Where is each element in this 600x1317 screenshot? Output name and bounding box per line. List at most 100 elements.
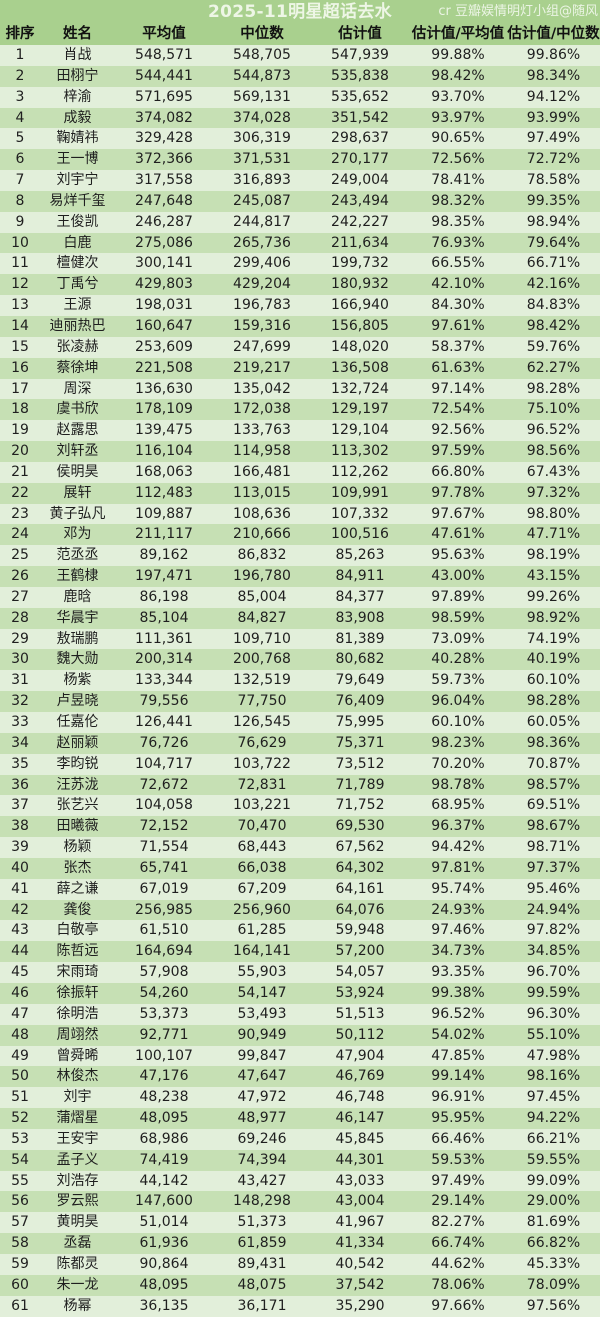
average-cell: 429,803 [135,276,193,293]
rank-cell: 61 [11,1297,29,1314]
name-cell: 白敬亭 [56,922,99,939]
average-cell: 36,135 [139,1297,189,1314]
median-cell: 306,319 [233,130,291,147]
estimate-cell: 180,932 [331,276,389,293]
rank-cell: 14 [11,317,29,334]
rank-cell: 24 [11,526,29,543]
table-row: 30 魏大勋 200,314 200,768 80,682 40.28% 40.19% [0,649,600,671]
table-row: 11 檀健次 300,141 299,406 199,732 66.55% 66.71% [0,253,600,275]
table-row: 57 黄明昊 51,014 51,373 41,967 82.27% 81.69% [0,1212,600,1234]
estimate-cell: 44,301 [335,1151,385,1168]
average-cell: 71,554 [139,839,189,856]
estimate-cell: 80,682 [335,651,385,668]
rank-cell: 51 [11,1089,29,1106]
estimate-cell: 51,513 [335,1005,385,1022]
estimate-over-median-cell: 98.28% [526,380,581,397]
estimate-over-average-cell: 98.23% [431,734,485,751]
estimate-cell: 45,845 [335,1130,385,1147]
name-cell: 鞠婧祎 [56,130,99,147]
median-cell: 256,960 [233,901,291,918]
estimate-cell: 64,161 [335,880,385,897]
median-cell: 316,893 [233,172,291,189]
average-cell: 211,117 [135,526,193,543]
watermark: cr 豆瓣娱情明灯小组@随风 [438,4,598,19]
median-cell: 99,847 [237,1047,287,1064]
median-cell: 196,783 [233,297,291,314]
estimate-cell: 156,805 [331,317,389,334]
average-cell: 300,141 [135,255,193,272]
median-cell: 84,827 [237,609,287,626]
rank-cell: 9 [15,213,25,230]
estimate-cell: 112,262 [331,463,389,480]
median-cell: 247,699 [233,338,291,355]
average-cell: 76,726 [139,734,189,751]
rank-cell: 22 [11,484,29,501]
table-row: 56 罗云熙 147,600 148,298 43,004 29.14% 29.00% [0,1191,600,1213]
average-cell: 178,109 [135,401,193,418]
estimate-over-average-cell: 99.38% [431,984,485,1001]
estimate-over-median-cell: 94.22% [526,1110,581,1127]
estimate-over-median-cell: 99.86% [526,47,581,63]
table-row: 54 孟子义 74,419 74,394 44,301 59.53% 59.55% [0,1149,600,1171]
estimate-cell: 129,104 [331,422,389,439]
estimate-cell: 76,409 [335,693,385,710]
name-cell: 檀健次 [56,255,99,272]
estimate-over-median-cell: 81.69% [526,1214,581,1231]
estimate-over-median-cell: 99.59% [526,984,581,1001]
estimate-cell: 166,940 [331,297,389,314]
name-cell: 成毅 [63,109,92,126]
estimate-over-median-cell: 47.98% [526,1047,581,1064]
name-cell: 白鹿 [63,234,92,251]
name-cell: 刘宇宁 [56,172,99,189]
column-header-rank: 排序 [5,26,35,42]
average-cell: 104,717 [135,755,193,772]
estimate-over-average-cell: 98.35% [431,213,485,230]
rank-cell: 32 [11,693,29,710]
estimate-cell: 132,724 [331,380,389,397]
median-cell: 85,004 [237,588,287,605]
average-cell: 68,986 [139,1130,189,1147]
average-cell: 72,152 [139,818,189,835]
estimate-cell: 107,332 [331,505,389,522]
estimate-cell: 43,033 [335,1172,385,1189]
rank-cell: 60 [11,1276,29,1293]
average-cell: 253,609 [135,338,193,355]
rank-cell: 42 [11,901,29,918]
rank-cell: 13 [11,297,29,314]
rank-cell: 17 [11,380,29,397]
median-cell: 74,394 [237,1151,287,1168]
average-cell: 74,419 [139,1151,189,1168]
ranking-table: 排序 姓名 平均值 中位数 估计值 估计值/平均值 估计值/中位数 1 肖战 548… [0,24,600,1317]
estimate-over-average-cell: 68.95% [431,797,485,814]
estimate-cell: 113,302 [331,443,389,460]
average-cell: 164,694 [135,943,193,960]
median-cell: 548,705 [233,47,291,63]
average-cell: 48,095 [139,1276,189,1293]
name-cell: 曾舜晞 [56,1047,99,1064]
estimate-over-average-cell: 96.52% [431,1005,485,1022]
estimate-over-median-cell: 43.15% [526,568,581,585]
estimate-over-average-cell: 78.06% [431,1276,485,1293]
average-cell: 329,428 [135,130,193,147]
table-row: 16 蔡徐坤 221,508 219,217 136,508 61.63% 62.27% [0,357,600,379]
estimate-over-median-cell: 98.16% [526,1068,581,1085]
estimate-cell: 46,769 [335,1068,385,1085]
average-cell: 109,887 [135,505,193,522]
median-cell: 72,831 [237,776,287,793]
table-row: 4 成毅 374,082 374,028 351,542 93.97% 93.99% [0,107,600,129]
rank-cell: 47 [11,1005,29,1022]
estimate-cell: 46,147 [335,1110,385,1127]
rank-cell: 15 [11,338,29,355]
table-row: 61 杨幂 36,135 36,171 35,290 97.66% 97.56% [0,1295,600,1317]
name-cell: 张凌赫 [56,338,99,355]
average-cell: 246,287 [135,213,193,230]
estimate-over-average-cell: 99.88% [431,47,485,63]
median-cell: 61,285 [237,922,287,939]
average-cell: 256,985 [135,901,193,918]
estimate-over-average-cell: 72.54% [431,401,485,418]
rank-cell: 43 [11,922,29,939]
average-cell: 372,366 [135,151,193,168]
estimate-over-average-cell: 97.61% [431,317,485,334]
median-cell: 53,493 [237,1005,287,1022]
median-cell: 67,209 [237,880,287,897]
